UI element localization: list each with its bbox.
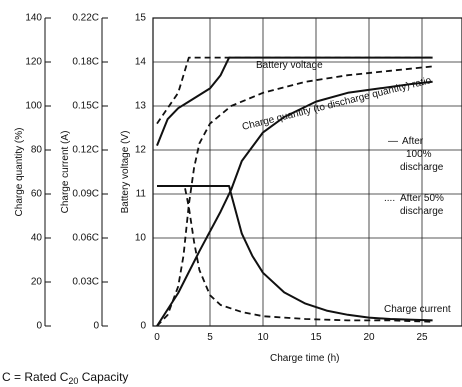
series-line-charge-quantity-dashed (156, 65, 433, 327)
tick-label-charge-current-4: 0.12C (72, 145, 99, 156)
tick-label-charge-quantity-5: 100 (25, 101, 42, 112)
annotation-charge-current: Charge current (384, 304, 451, 315)
tick-label-charge-current-1: 0.03C (72, 277, 99, 288)
legend-line-discharge-2: discharge (400, 206, 444, 217)
y-axis-label-charge-quantity: Charge quantity (%) (14, 128, 25, 217)
axes: 02040608010012014000.03C0.06C0.09C0.12C0… (25, 13, 428, 343)
tick-label-charge-current-3: 0.09C (72, 189, 99, 200)
tick-label-charge-quantity-7: 140 (25, 13, 42, 24)
legend-line-100pct: 100% (406, 149, 432, 160)
x-axis-label: Charge time (h) (270, 353, 339, 364)
tick-label-charge-quantity-2: 40 (31, 233, 43, 244)
tick-label-charge-quantity-4: 80 (31, 145, 43, 156)
tick-label-charge-current-6: 0.18C (72, 57, 99, 68)
footnote-subscript: 20 (68, 376, 78, 386)
series-line-charge-quantity-solid (156, 80, 433, 327)
footnote-prefix: C = Rated C (2, 370, 69, 384)
legend-line-after-50pct: After 50% (400, 193, 444, 204)
grid (153, 18, 462, 326)
legend-line-after: After (402, 136, 424, 147)
tick-label-battery-voltage-4: 13 (135, 101, 147, 112)
tick-label-x-5: 25 (416, 332, 428, 343)
tick-label-battery-voltage-5: 14 (135, 57, 147, 68)
series-lines (156, 56, 433, 327)
tick-label-battery-voltage-1: 10 (135, 233, 147, 244)
annotation-charge-quantity: Charge quantity (to discharge quantity) … (241, 75, 433, 133)
footnote-suffix: Capacity (78, 370, 128, 384)
tick-label-battery-voltage-2: 11 (136, 189, 147, 200)
tick-label-charge-quantity-6: 120 (25, 57, 42, 68)
tick-label-charge-current-2: 0.06C (72, 233, 99, 244)
series-line-charge-current-solid (157, 185, 433, 322)
legend-line-discharge-1: discharge (400, 162, 444, 173)
tick-label-battery-voltage-6: 15 (135, 13, 147, 24)
tick-label-x-4: 20 (363, 332, 375, 343)
tick-label-charge-current-7: 0.22C (72, 13, 99, 24)
y-axis-label-battery-voltage: Battery voltage (V) (120, 131, 131, 214)
plot-frame (152, 17, 462, 327)
tick-label-battery-voltage-3: 12 (135, 145, 147, 156)
legend-marker-solid: — (388, 136, 398, 147)
tick-label-charge-current-5: 0.15C (72, 101, 99, 112)
tick-label-charge-quantity-0: 0 (36, 321, 42, 332)
tick-label-charge-quantity-1: 20 (31, 277, 43, 288)
tick-label-charge-quantity-3: 60 (31, 189, 43, 200)
tick-label-battery-voltage-0: 0 (140, 321, 146, 332)
series-line-charge-current-dashed (157, 185, 433, 323)
y-axis-label-charge-current: Charge current (A) (60, 131, 71, 214)
series-line-battery-voltage-dashed (156, 56, 433, 125)
legend-marker-dotted: .... (384, 193, 395, 204)
tick-label-x-3: 15 (310, 332, 322, 343)
tick-label-charge-current-0: 0 (93, 321, 99, 332)
tick-label-x-0: 0 (154, 332, 160, 343)
annotation-battery-voltage: Battery voltage (256, 60, 323, 71)
tick-label-x-1: 5 (207, 332, 213, 343)
tick-label-x-2: 10 (257, 332, 269, 343)
footnote: C = Rated C20 Capacity (2, 370, 128, 386)
